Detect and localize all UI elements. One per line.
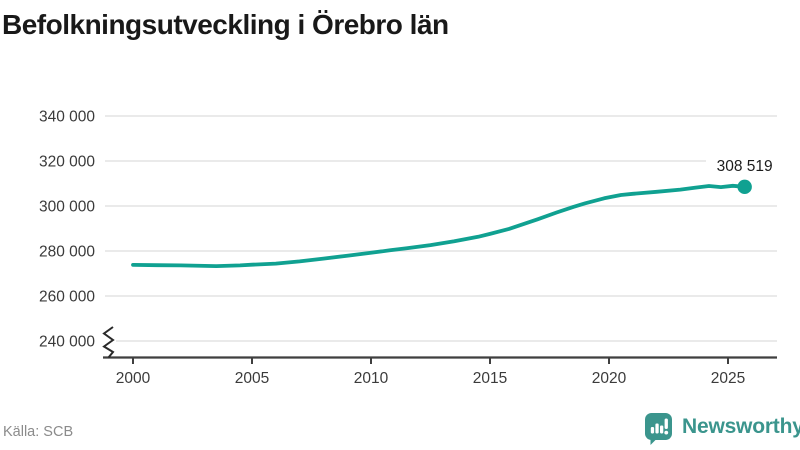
y-tick-label: 280 000 — [39, 244, 95, 261]
series-line — [131, 183, 747, 269]
y-tick-label: 320 000 — [39, 154, 95, 171]
page-title: Befolkningsutveckling i Örebro län — [2, 9, 449, 40]
last-value-label: 308 519 — [717, 158, 773, 175]
y-tick-label: 300 000 — [39, 199, 95, 216]
last-point-marker — [737, 179, 752, 195]
y-tick-label: 340 000 — [39, 109, 95, 126]
axis-break-icon — [102, 326, 115, 359]
y-tick-label: 260 000 — [39, 289, 95, 306]
x-tick-label: 2000 — [116, 370, 151, 387]
y-tick-label: 240 000 — [39, 334, 95, 351]
x-tick-label: 2015 — [473, 370, 507, 387]
newsworthy-logo-icon — [645, 413, 672, 445]
x-tick-label: 2010 — [354, 370, 389, 387]
x-tick-label: 2005 — [235, 370, 269, 387]
population-line-chart: 340 000 320 000 300 000 280 000 260 000 240 0… — [39, 109, 777, 387]
x-tick-label: 2020 — [592, 370, 627, 387]
newsworthy-logo-text: Newsworthy — [682, 415, 800, 438]
source-note: Källa: SCB — [3, 424, 74, 440]
newsworthy-logo[interactable]: Newsworthy — [644, 412, 800, 446]
x-tick-label: 2025 — [711, 370, 745, 387]
